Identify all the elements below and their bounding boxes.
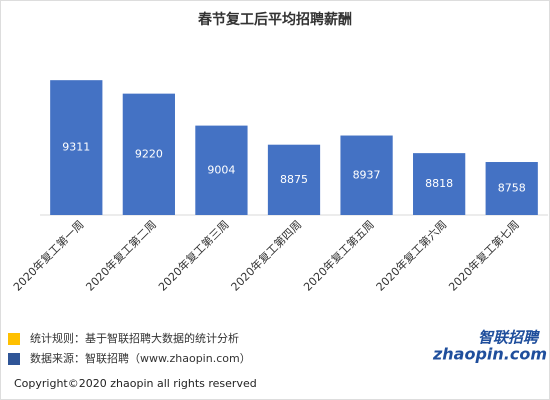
value-label: 8758 xyxy=(498,182,526,195)
value-label: 8875 xyxy=(280,173,308,186)
bar xyxy=(340,135,393,215)
value-label: 9220 xyxy=(135,147,163,160)
logo-site: zhaopin.com xyxy=(432,345,547,364)
bar xyxy=(50,80,103,215)
note: 数据来源：智联招聘（www.zhaopin.com） xyxy=(30,351,251,365)
bar xyxy=(485,162,538,215)
note-icon xyxy=(8,353,20,365)
logo-name: 智联招聘 xyxy=(478,329,540,347)
copyright: Copyright©2020 zhaopin all rights reserv… xyxy=(14,377,257,390)
bar xyxy=(195,125,248,215)
value-label: 9004 xyxy=(207,163,235,176)
bar xyxy=(267,144,321,215)
chart-title: 春节复工后平均招聘薪酬 xyxy=(197,11,352,28)
value-label: 8818 xyxy=(425,177,453,190)
bar xyxy=(122,93,175,215)
value-label: 8937 xyxy=(353,168,381,181)
note-icon xyxy=(8,333,20,345)
bar xyxy=(413,153,466,215)
value-label: 9311 xyxy=(62,141,90,154)
note: 统计规则：基于智联招聘大数据的统计分析 xyxy=(30,331,239,345)
